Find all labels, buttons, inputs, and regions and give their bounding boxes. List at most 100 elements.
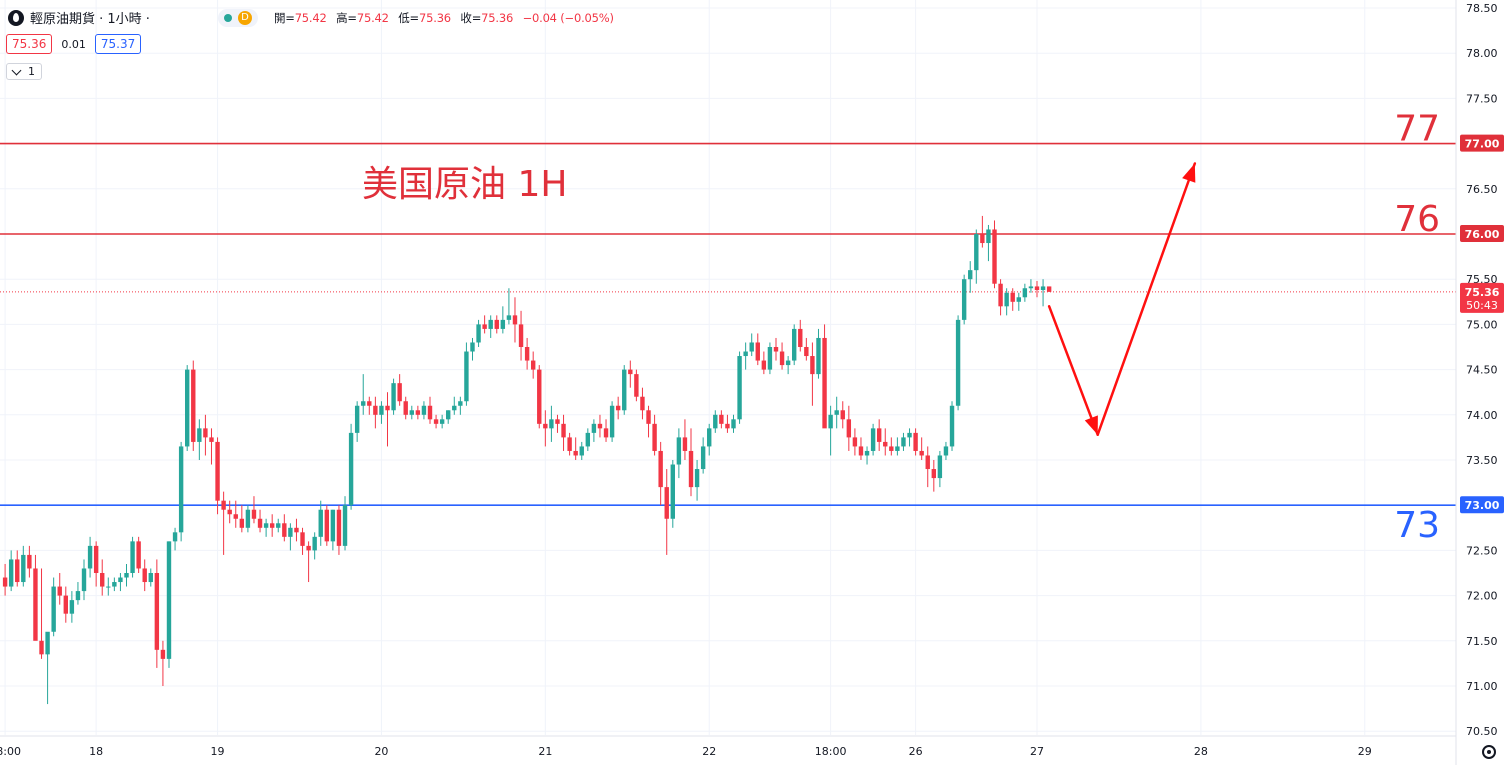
candle xyxy=(136,536,141,573)
candle xyxy=(1040,279,1046,307)
candle xyxy=(51,577,56,637)
candle xyxy=(585,428,591,451)
candle xyxy=(166,541,172,668)
candle xyxy=(670,460,675,528)
candle xyxy=(785,356,791,375)
candle xyxy=(622,365,627,415)
spread-value: 0.01 xyxy=(61,37,86,51)
arrow-head xyxy=(1084,415,1098,435)
time-tick-label: 19 xyxy=(211,745,225,758)
candle xyxy=(876,419,882,451)
candle xyxy=(209,428,214,465)
symbol-header: 輕原油期貨 · 1小時 · D 開=75.42 高=75.42 低=75.36 … xyxy=(8,8,620,27)
horizontal-levels: 77 76 73 xyxy=(0,109,1456,546)
candle xyxy=(761,351,767,375)
time-axis[interactable]: 18:00 18 19 20 21 22 18:00 26 27 28 29 xyxy=(0,735,1456,758)
candle xyxy=(494,315,499,334)
level-axis-badge xyxy=(1460,496,1504,514)
candle xyxy=(700,437,706,474)
price-tick-label: 71.50 xyxy=(1466,635,1498,648)
candle xyxy=(737,351,742,424)
level-label: 73 xyxy=(1394,505,1440,546)
candle xyxy=(974,229,979,284)
candle xyxy=(524,337,530,370)
projection-arrows xyxy=(1047,162,1197,436)
candle xyxy=(45,631,50,705)
price-tick-label: 78.50 xyxy=(1466,2,1498,15)
chart-grid xyxy=(0,0,1456,735)
sell-button[interactable]: 75.36 xyxy=(6,34,53,54)
symbol-title[interactable]: 輕原油期貨 · 1小時 · xyxy=(30,12,150,27)
projection-segment xyxy=(1096,162,1197,436)
market-status-pill[interactable]: D xyxy=(217,8,258,27)
candle xyxy=(361,374,366,415)
candle xyxy=(743,342,748,370)
candle xyxy=(609,401,615,442)
indicator-toggle[interactable]: 1 xyxy=(6,63,42,80)
candle xyxy=(725,414,730,433)
candle xyxy=(895,437,900,456)
level-label: 77 xyxy=(1394,109,1440,150)
buy-button[interactable]: 75.37 xyxy=(94,34,142,54)
candle xyxy=(883,428,888,456)
level-axis-label: 77.00 xyxy=(1465,138,1500,151)
candle xyxy=(458,396,463,415)
candle xyxy=(810,342,815,406)
last-price-badge xyxy=(1460,282,1504,313)
candle xyxy=(130,536,135,578)
candle xyxy=(106,577,111,596)
high-label: 高= xyxy=(336,10,357,25)
candle xyxy=(943,441,949,460)
candle xyxy=(1028,279,1034,293)
candle xyxy=(834,396,839,429)
settings-gear-icon[interactable] xyxy=(1482,745,1496,759)
candle xyxy=(464,342,469,406)
price-tick-label: 75.00 xyxy=(1466,318,1498,331)
candle xyxy=(682,419,688,460)
candle xyxy=(75,582,81,605)
chart-title: 美国原油 1H xyxy=(362,164,567,205)
candle xyxy=(543,410,548,447)
candle xyxy=(931,460,937,492)
bar-countdown: 50:43 xyxy=(1466,299,1498,312)
candle xyxy=(172,527,178,551)
candle xyxy=(634,369,639,402)
open-value: 75.42 xyxy=(294,10,327,25)
candle xyxy=(69,591,75,623)
candle xyxy=(925,446,930,488)
candle xyxy=(518,310,524,361)
level-axis-label: 73.00 xyxy=(1465,499,1500,512)
candle xyxy=(1004,288,1009,316)
candle xyxy=(773,337,779,361)
candle xyxy=(1010,288,1015,311)
candle xyxy=(537,365,542,429)
candle xyxy=(191,360,196,451)
candle xyxy=(658,441,663,506)
candle xyxy=(798,319,803,352)
candle xyxy=(603,419,609,442)
candle xyxy=(421,401,427,420)
candle xyxy=(185,365,190,451)
candle xyxy=(567,432,572,456)
candle xyxy=(792,324,797,366)
trade-buttons: 75.36 0.01 75.37 xyxy=(6,34,142,54)
candle xyxy=(937,450,943,488)
candle xyxy=(142,559,147,592)
candle xyxy=(955,315,961,411)
candle xyxy=(1034,281,1040,298)
candle xyxy=(239,505,245,533)
candle xyxy=(385,392,390,447)
candle xyxy=(852,428,858,456)
price-axis[interactable]: 78.5078.0077.5077.0076.5076.0075.5075.00… xyxy=(1455,0,1504,765)
candle xyxy=(992,220,997,289)
candle xyxy=(336,505,342,555)
candle xyxy=(1022,283,1028,302)
time-tick-label: 21 xyxy=(538,745,552,758)
candle xyxy=(100,559,105,596)
high-value: 75.42 xyxy=(356,10,389,25)
candle xyxy=(452,396,457,415)
candle xyxy=(749,333,754,357)
candle xyxy=(373,396,378,429)
candle xyxy=(482,315,487,334)
